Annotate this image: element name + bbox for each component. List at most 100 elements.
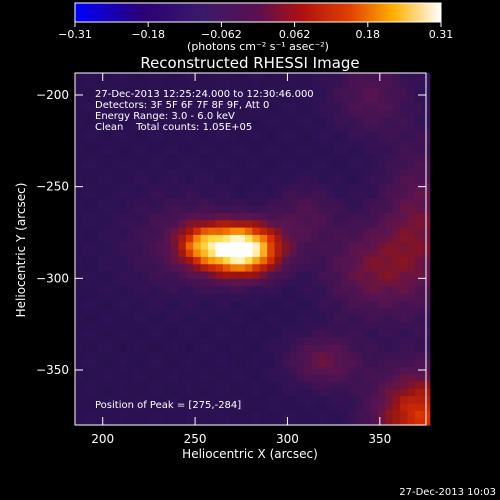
heatmap-cell: [274, 417, 283, 426]
heatmap-cell: [252, 131, 261, 140]
heatmap-cell: [407, 410, 416, 419]
heatmap-cell: [377, 168, 386, 177]
heatmap-cell: [400, 293, 409, 301]
heatmap-cell: [341, 381, 350, 389]
heatmap-cell: [141, 307, 150, 316]
heatmap-cell: [333, 175, 342, 184]
heatmap-cell: [377, 263, 386, 272]
heatmap-cell: [252, 410, 261, 419]
heatmap-cell: [89, 403, 98, 411]
heatmap-cell: [126, 263, 135, 272]
heatmap-cell: [414, 146, 423, 155]
heatmap-cell: [244, 205, 253, 213]
heatmap-cell: [414, 315, 423, 323]
heatmap-cell: [222, 410, 231, 419]
heatmap-cell: [134, 285, 143, 294]
heatmap-cell: [237, 183, 246, 191]
heatmap-cell: [97, 329, 106, 338]
heatmap-cell: [304, 381, 313, 389]
heatmap-cell: [318, 307, 327, 316]
heatmap-cell: [267, 366, 276, 375]
heatmap-cell: [208, 351, 216, 360]
heatmap-cell: [400, 131, 409, 140]
heatmap-cell: [392, 285, 401, 294]
heatmap-cell: [289, 322, 298, 331]
heatmap-cell: [222, 263, 231, 272]
heatmap-cell: [267, 168, 276, 177]
heatmap-cell: [148, 329, 157, 338]
heatmap-cell: [222, 285, 231, 294]
heatmap-cell: [215, 146, 224, 155]
heatmap-cell: [392, 80, 401, 89]
heatmap-cell: [119, 80, 128, 89]
heatmap-cell: [341, 410, 350, 419]
heatmap-cell: [119, 256, 128, 265]
heatmap-cell: [82, 80, 91, 89]
heatmap-cell: [333, 183, 342, 191]
heatmap-cell: [341, 205, 350, 213]
heatmap-cell: [237, 256, 246, 265]
heatmap-cell: [414, 109, 423, 118]
heatmap-cell: [259, 139, 268, 147]
heatmap-cell: [208, 388, 216, 397]
heatmap-cell: [252, 373, 261, 382]
heatmap-cell: [208, 249, 216, 257]
heatmap-cell: [119, 87, 128, 96]
heatmap-cell: [392, 227, 401, 235]
heatmap-cell: [326, 73, 335, 81]
heatmap-cell: [370, 307, 379, 316]
heatmap-cell: [259, 337, 268, 345]
heatmap-cell: [355, 381, 364, 389]
heatmap-cell: [178, 249, 187, 257]
x-tick-label: 300: [276, 432, 299, 446]
heatmap-cell: [259, 307, 268, 316]
heatmap-cell: [141, 395, 150, 404]
heatmap-cell: [230, 337, 239, 345]
heatmap-cell: [259, 359, 268, 367]
heatmap-cell: [89, 219, 98, 228]
heatmap-cell: [156, 168, 165, 177]
heatmap-cell: [414, 241, 423, 250]
heatmap-cell: [75, 322, 83, 331]
heatmap-cell: [341, 227, 350, 235]
heatmap-cell: [304, 366, 313, 375]
heatmap-cell: [141, 315, 150, 323]
heatmap-cell: [244, 227, 253, 235]
heatmap-cell: [104, 322, 113, 331]
heatmap-cell: [296, 153, 305, 162]
heatmap-cell: [75, 234, 83, 243]
heatmap-cell: [171, 197, 180, 206]
heatmap-cell: [208, 344, 216, 353]
heatmap-cell: [104, 395, 113, 404]
heatmap-cell: [274, 271, 283, 279]
heatmap-cell: [97, 395, 106, 404]
heatmap-cell: [75, 417, 83, 426]
y-tick-label: −350: [36, 363, 69, 377]
heatmap-cell: [222, 131, 231, 140]
heatmap-cell: [259, 278, 268, 287]
colorbar-ticks: −0.31 −0.18 −0.062 0.062 0.18 0.31: [58, 22, 453, 41]
heatmap-cell: [355, 410, 364, 419]
heatmap-cell: [171, 102, 180, 111]
heatmap-cell: [141, 337, 150, 345]
heatmap-cell: [385, 307, 394, 316]
heatmap-cell: [171, 87, 180, 96]
heatmap-cell: [281, 417, 290, 426]
heatmap-cell: [259, 395, 268, 404]
heatmap-cell: [318, 219, 327, 228]
heatmap-cell: [281, 212, 290, 221]
heatmap-cell: [171, 139, 180, 147]
heatmap-cell: [148, 197, 157, 206]
heatmap-cell: [259, 388, 268, 397]
heatmap-cell: [193, 366, 202, 375]
heatmap-cell: [311, 322, 320, 331]
heatmap-cell: [267, 161, 276, 169]
heatmap-cell: [193, 73, 202, 81]
heatmap-cell: [348, 256, 357, 265]
heatmap-cell: [134, 249, 143, 257]
heatmap-cell: [119, 366, 128, 375]
heatmap-cell: [355, 359, 364, 367]
heatmap-cell: [126, 139, 135, 147]
heatmap-cell: [119, 219, 128, 228]
